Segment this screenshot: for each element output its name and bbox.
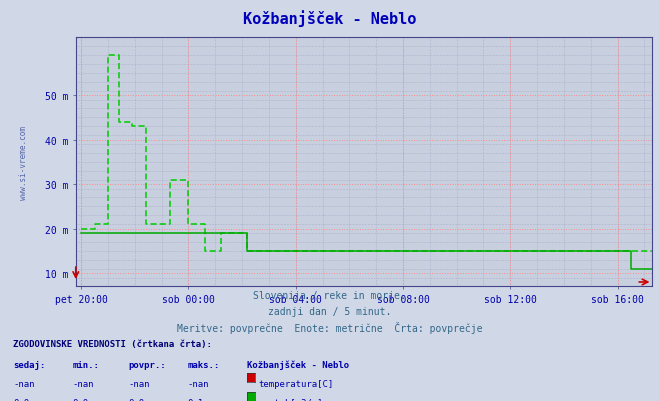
Text: 0,1: 0,1 xyxy=(188,398,204,401)
Text: ZGODOVINSKE VREDNOSTI (črtkana črta):: ZGODOVINSKE VREDNOSTI (črtkana črta): xyxy=(13,339,212,348)
Text: -nan: -nan xyxy=(188,379,210,388)
Text: 0,0: 0,0 xyxy=(13,398,29,401)
Text: Slovenija / reke in morje.: Slovenija / reke in morje. xyxy=(253,291,406,301)
Text: -nan: -nan xyxy=(72,379,94,388)
Text: -nan: -nan xyxy=(129,379,150,388)
Text: povpr.:: povpr.: xyxy=(129,360,166,369)
Text: Kožbanjšček - Neblo: Kožbanjšček - Neblo xyxy=(247,360,349,369)
Text: 0,0: 0,0 xyxy=(72,398,88,401)
Text: min.:: min.: xyxy=(72,360,100,369)
Text: pretok[m3/s]: pretok[m3/s] xyxy=(258,398,323,401)
Text: www.si-vreme.com: www.si-vreme.com xyxy=(19,126,28,199)
Text: zadnji dan / 5 minut.: zadnji dan / 5 minut. xyxy=(268,306,391,316)
Text: sedaj:: sedaj: xyxy=(13,360,45,369)
Text: -nan: -nan xyxy=(13,379,35,388)
Text: 0,0: 0,0 xyxy=(129,398,144,401)
Text: Meritve: povprečne  Enote: metrične  Črta: povprečje: Meritve: povprečne Enote: metrične Črta:… xyxy=(177,321,482,333)
Text: maks.:: maks.: xyxy=(188,360,220,369)
Text: Kožbanjšček - Neblo: Kožbanjšček - Neblo xyxy=(243,10,416,27)
Text: temperatura[C]: temperatura[C] xyxy=(258,379,333,388)
